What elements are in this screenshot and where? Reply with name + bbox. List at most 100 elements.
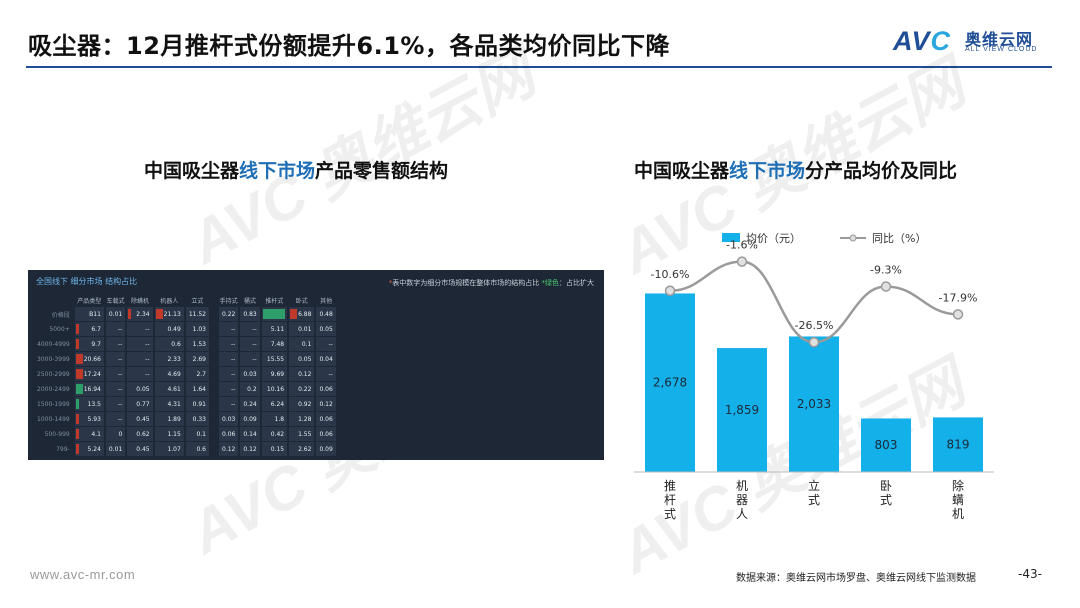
table-header-bar: 全国线下 细分市场 结构占比 *表中数字为细分市场规模在整体市场的结构占比 *绿…: [28, 270, 604, 294]
table-row: 价格段 B11 0.01 2.34 21.13 11.52 0.22 0.83 56.6 6.88…: [34, 307, 336, 321]
column-header: 推杆式: [265, 298, 284, 305]
table-row: 2000-2499 16.94 -- 0.05 4.61 1.64 -- 0.2 10.16 0.…: [34, 382, 336, 396]
table-cell: 0.06: [316, 382, 336, 396]
bar: [645, 293, 695, 472]
table-cell: 1.03: [185, 322, 209, 336]
table-cell: 0.49: [154, 322, 184, 336]
watermark: AVC 奥维云网: [178, 39, 545, 277]
x-tick-label: 卧式: [880, 479, 892, 507]
table-cell: 56.6: [261, 307, 288, 321]
bar: [789, 336, 839, 472]
table-cell: 0.92: [289, 397, 315, 411]
row-label: 4000-4999: [37, 340, 70, 348]
row-label: 500-999: [44, 430, 70, 438]
column-gap: [211, 427, 217, 441]
table-cell: 0.14: [240, 427, 260, 441]
column-gap: [211, 322, 217, 336]
yoy-value-label: -10.6%: [651, 268, 690, 281]
table-cell: --: [127, 322, 153, 336]
table-cell: 0.01: [105, 442, 126, 456]
table-cell: 0.09: [316, 442, 336, 456]
column-header: 机器人: [160, 298, 179, 305]
logo-english-name: ALL VIEW CLOUD: [965, 46, 1038, 53]
bar-value-label: 2,678: [653, 376, 687, 390]
table-cell: --: [105, 382, 126, 396]
legend-line-label: 同比（%）: [872, 232, 926, 245]
table-cell: --: [127, 337, 153, 351]
legend-bar-swatch: [722, 233, 740, 242]
footer-url[interactable]: www.avc-mr.com: [30, 567, 136, 582]
table-cell: 0.12: [316, 397, 336, 411]
table-row: 1500-1999 13.5 -- 0.77 4.31 0.91 -- 0.24 6.24 0.9…: [34, 397, 336, 411]
left-chart-title: 中国吸尘器线下市场产品零售额结构: [144, 160, 449, 182]
column-gap: [211, 352, 217, 366]
table-cell: 0.48: [316, 307, 336, 321]
x-tick-label: 除螨机: [952, 478, 964, 521]
table-cell: 0.1: [185, 427, 209, 441]
column-header: 车载式: [106, 298, 125, 305]
table-cell: 2.34: [127, 307, 153, 321]
table-cell: 0.2: [240, 382, 260, 396]
x-tick-label: 立式: [808, 478, 820, 507]
yoy-value-label: -1.6%: [726, 239, 758, 252]
x-tick-label: 推杆式: [664, 479, 676, 521]
bar: [861, 418, 911, 472]
table-cell: 0.12: [240, 442, 260, 456]
table-cell: 2.7: [185, 367, 209, 381]
table-cell: 0.05: [316, 322, 336, 336]
table-cell: 0.05: [289, 352, 315, 366]
row-label: 1000-1499: [37, 415, 70, 423]
data-grid: 产品类型 车载式 除螨机 机器人 立式 手持式 桶式 推杆式 卧式 其他 价格段 B11 0.01 2.…: [32, 294, 338, 457]
column-header: 桶式: [244, 298, 257, 305]
table-cell: 0.09: [240, 412, 260, 426]
legend-line-marker: [849, 234, 857, 242]
table-cell: 10.16: [261, 382, 288, 396]
slide-title: 吸尘器：12月推杆式份额提升6.1%，各品类均价同比下降: [28, 32, 670, 60]
table-cell: --: [316, 337, 336, 351]
table-row: 799- 5.24 0.01 0.45 1.07 0.6 0.12 0.12 0.15 2.62 0…: [34, 442, 336, 456]
table-cell: --: [240, 337, 260, 351]
table-cell: --: [240, 352, 260, 366]
yoy-value-label: -26.5%: [795, 319, 834, 332]
table-cell: 0.77: [127, 397, 153, 411]
column-gap: [211, 367, 217, 381]
table-cell: 16.94: [74, 382, 104, 396]
table-cell: 6.24: [261, 397, 288, 411]
logo-chinese-name: 奥维云网: [965, 30, 1034, 49]
avg-price-chart: 均价（元） 同比（%） 2,678 推杆式 1,859 机器人 2,033 立式 803 卧式 81…: [634, 232, 994, 521]
table-cell: 4.1: [74, 427, 104, 441]
table-cell: 7.48: [261, 337, 288, 351]
bar-value-label: 1,859: [725, 403, 759, 417]
table-cell: 4.69: [154, 367, 184, 381]
table-cell: 6.7: [74, 322, 104, 336]
table-cell: 0.62: [127, 427, 153, 441]
table-row: 3000-3999 20.66 -- -- 2.33 2.69 -- -- 15.55 0.05 0…: [34, 352, 336, 366]
table-cell: --: [105, 412, 126, 426]
table-cell: --: [105, 337, 126, 351]
table-cell: 21.13: [154, 307, 184, 321]
table-cell: 0.45: [127, 412, 153, 426]
table-cell: --: [240, 322, 260, 336]
row-label: 价格段: [51, 311, 70, 319]
yoy-point: [880, 281, 892, 292]
table-cell: 0.45: [127, 442, 153, 456]
table-cell: 1.55: [289, 427, 315, 441]
table-cell: 1.64: [185, 382, 209, 396]
table-cell: --: [105, 322, 126, 336]
table-cell: 0.42: [261, 427, 288, 441]
table-cell: 9.69: [261, 367, 288, 381]
row-label: 1500-1999: [37, 400, 70, 408]
table-cell: 0.06: [316, 427, 336, 441]
avc-logo: AVC 奥维云网 ALL VIEW CLOUD: [893, 24, 1053, 60]
table-cell: 0.01: [105, 307, 126, 321]
table-cell: --: [105, 352, 126, 366]
column-gap: [211, 397, 217, 411]
table-cell: 0.24: [240, 397, 260, 411]
table-cell: 1.53: [185, 337, 209, 351]
table-cell: 9.7: [74, 337, 104, 351]
table-title: 全国线下 细分市场 结构占比: [36, 277, 138, 286]
right-chart-title: 中国吸尘器线下市场分产品均价及同比: [634, 160, 958, 182]
table-cell: 0.1: [289, 337, 315, 351]
table-row: 2500-2999 17.24 -- -- 4.69 2.7 -- 0.03 9.69 0.12-…: [34, 367, 336, 381]
table-cell: 0.83: [240, 307, 260, 321]
